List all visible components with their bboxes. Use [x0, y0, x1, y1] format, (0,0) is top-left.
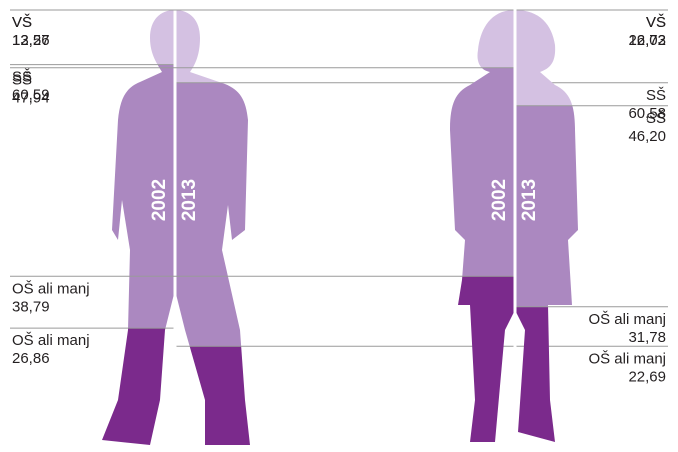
infographic: OŠ ali manj26,86SŠ60,59VŠ12,56OŠ ali man…: [0, 0, 678, 447]
segment: [415, 68, 515, 277]
segment: [75, 328, 175, 445]
year-label: 2002: [149, 179, 170, 221]
segment: [175, 346, 275, 445]
year-label: 2002: [489, 179, 510, 221]
segment-name: SŠ: [12, 72, 32, 89]
segment: [515, 10, 615, 106]
segment-name: OŠ ali manj: [12, 280, 90, 297]
segment-value: 46,20: [628, 128, 666, 145]
segment-value: 26,86: [12, 350, 50, 367]
segment: [415, 10, 515, 68]
segment-value: 38,79: [12, 298, 50, 315]
segment-name: OŠ ali manj: [588, 350, 666, 367]
year-label: 2013: [179, 179, 200, 221]
segment-name: SŠ: [646, 87, 666, 104]
segment-name: VŠ: [646, 14, 666, 31]
segment-value: 31,78: [628, 329, 666, 346]
segment-name: OŠ ali manj: [588, 311, 666, 328]
segment-name: SŠ: [646, 110, 666, 127]
segment: [175, 10, 275, 83]
segment-value: 22,02: [628, 32, 666, 49]
segment: [75, 10, 175, 65]
segment-name: OŠ ali manj: [12, 332, 90, 349]
segment-value: 22,69: [628, 368, 666, 385]
year-label: 2013: [519, 179, 540, 221]
segment-value: 13,27: [12, 32, 50, 49]
segment-name: VŠ: [12, 14, 32, 31]
segment: [415, 276, 515, 445]
segment-value: 47,94: [12, 90, 50, 107]
